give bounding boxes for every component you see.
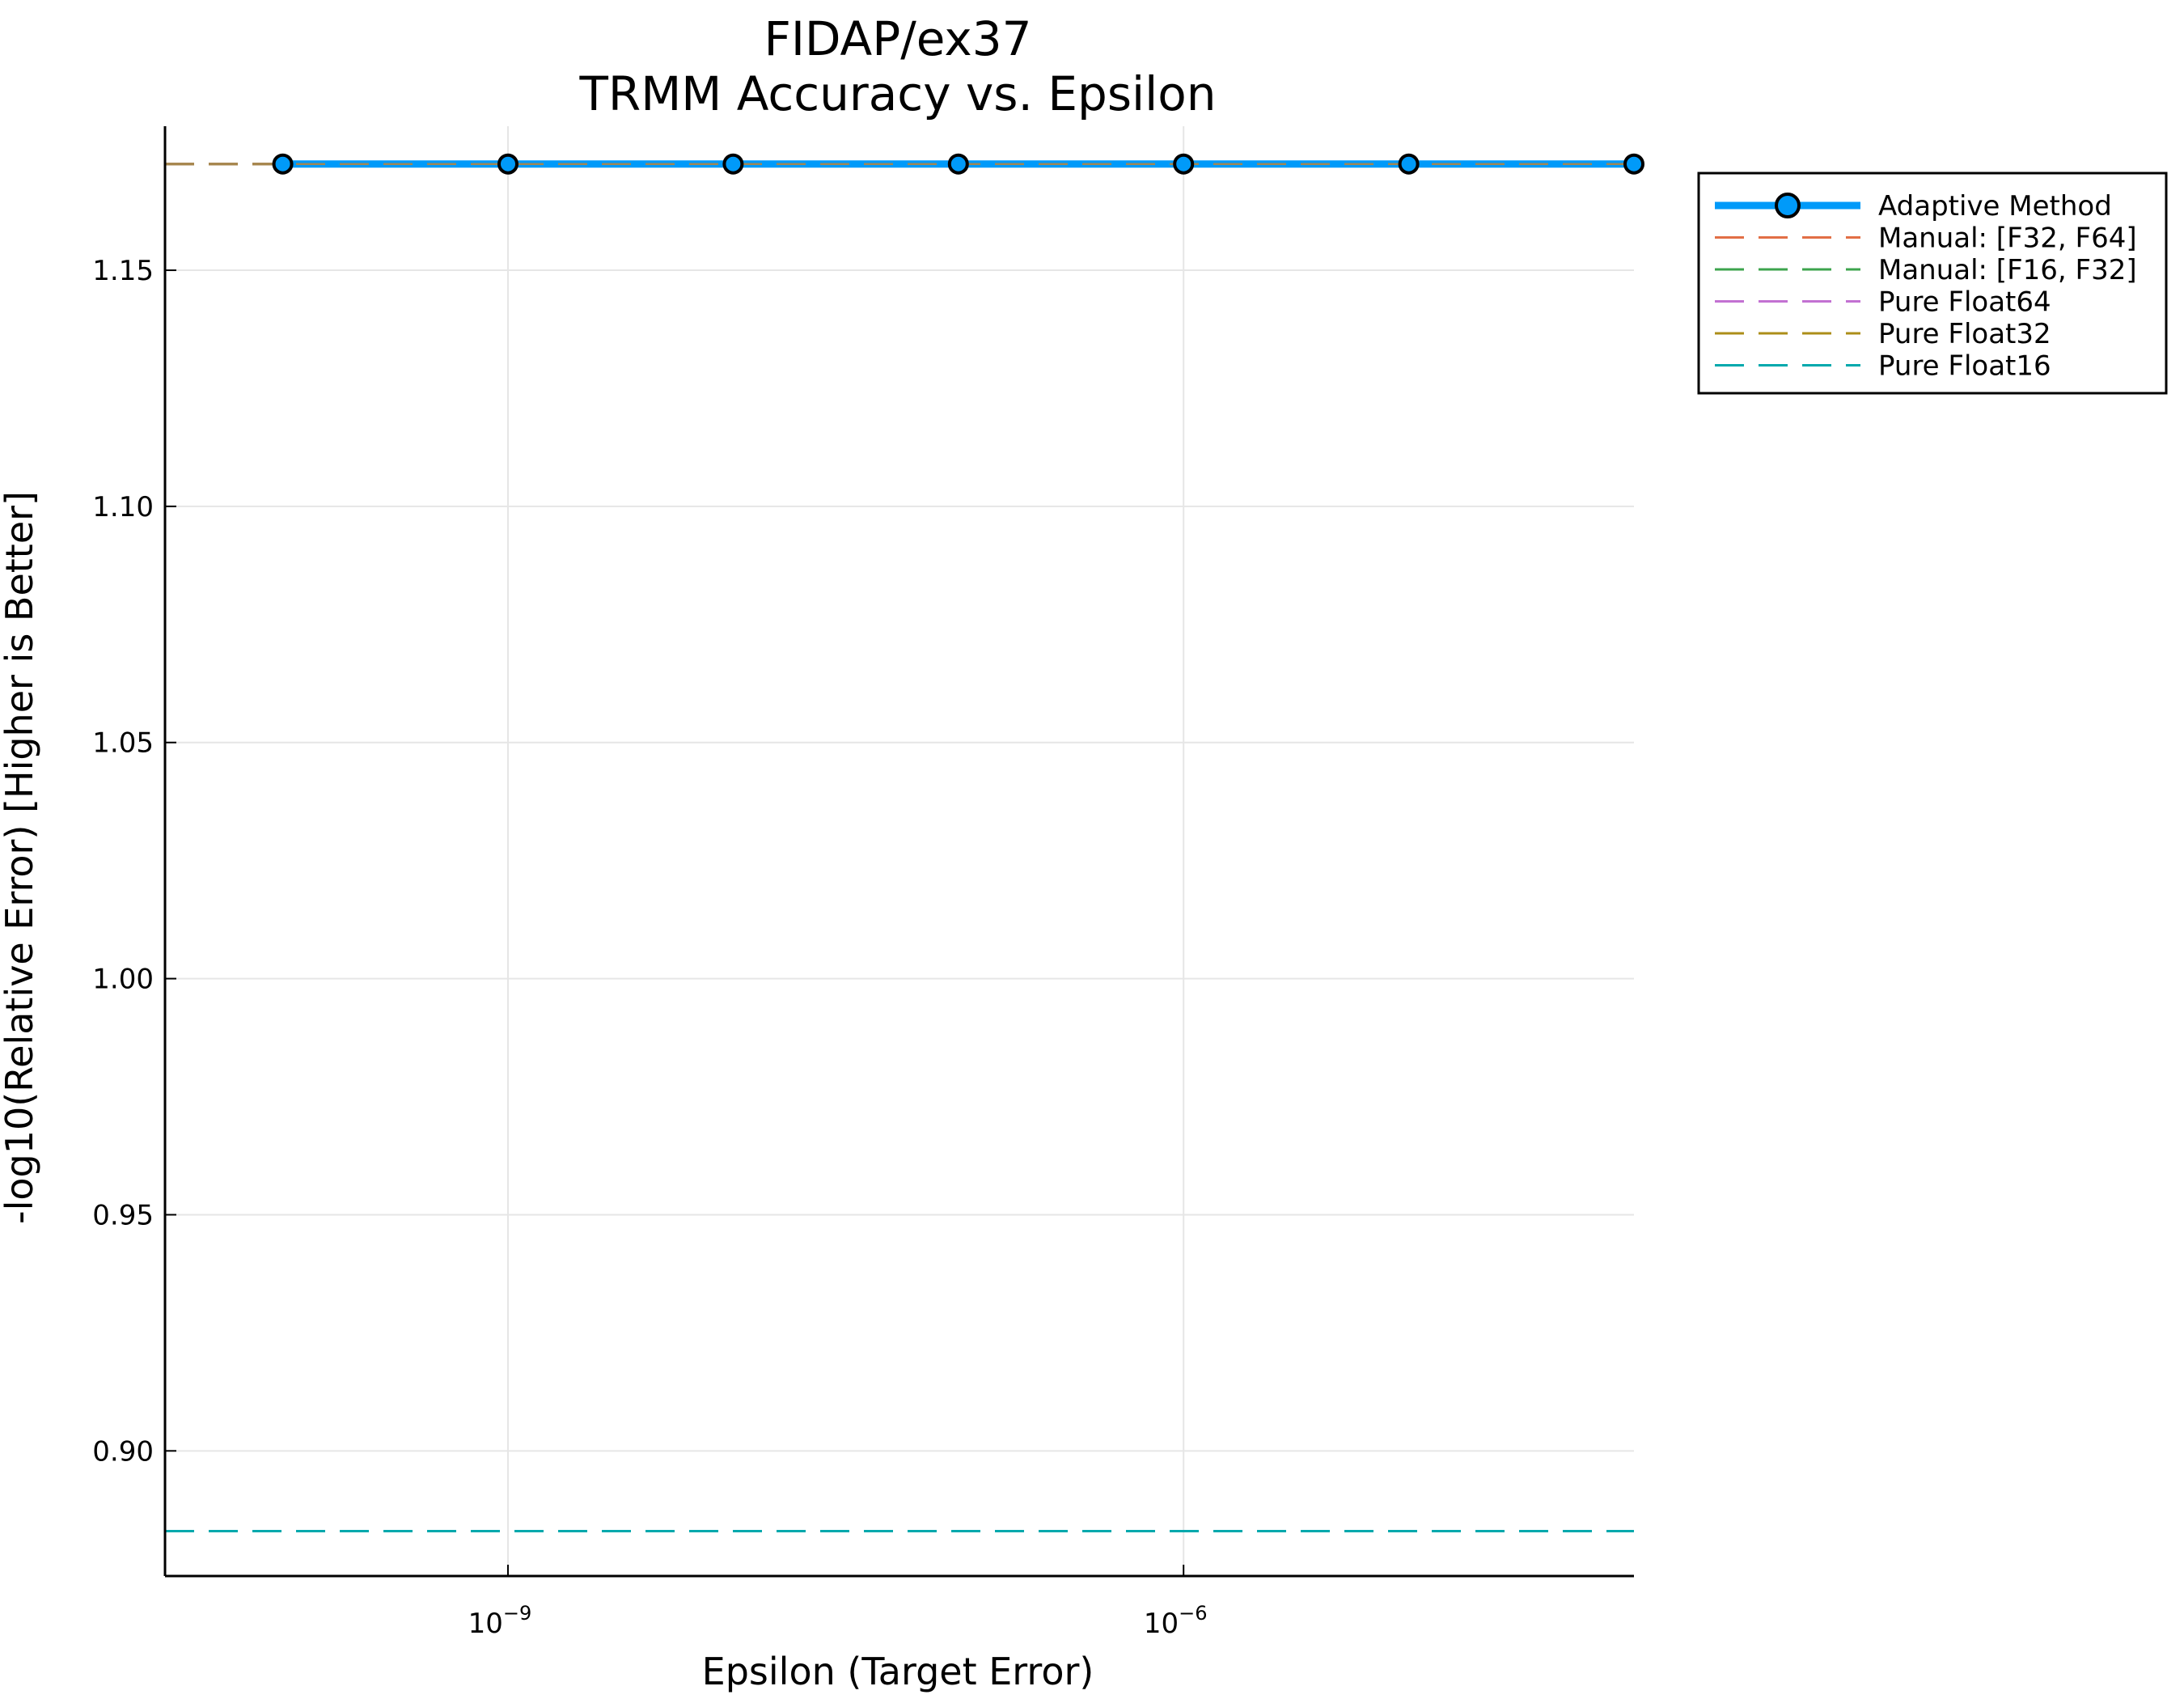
chart-subtitle: TRMM Accuracy vs. Epsilon — [578, 66, 1216, 121]
y-tick-label: 1.10 — [92, 491, 154, 523]
legend-swatch-marker — [1775, 193, 1801, 218]
x-axis-label: Epsilon (Target Error) — [702, 1650, 1094, 1693]
y-tick-label: 0.90 — [92, 1435, 154, 1468]
legend-label: Manual: [F32, F64] — [1878, 222, 2137, 255]
x-tick-base: 10 — [468, 1608, 503, 1640]
legend-label: Pure Float16 — [1878, 350, 2051, 383]
x-tick-label: 10−9 — [468, 1602, 532, 1640]
y-tick-label: 1.05 — [92, 727, 154, 760]
adaptive-method-point — [722, 153, 744, 175]
legend-label: Adaptive Method — [1878, 190, 2112, 222]
y-tick-label: 1.00 — [92, 964, 154, 996]
grid — [165, 126, 1634, 1576]
y-axis-label: -log10(Relative Error) [Higher is Better… — [0, 491, 41, 1224]
series-markers — [272, 153, 1644, 175]
adaptive-method-point — [497, 153, 518, 175]
legend-label: Manual: [F16, F32] — [1878, 254, 2137, 286]
axes — [163, 126, 1634, 1578]
series-lines — [165, 160, 1634, 1533]
adaptive-method-point — [947, 153, 969, 175]
x-tick-exponent: −6 — [1179, 1602, 1207, 1625]
x-tick-base: 10 — [1144, 1608, 1179, 1640]
y-tick-label: 1.15 — [92, 255, 154, 287]
adaptive-method-point — [272, 153, 294, 175]
legend-label: Pure Float64 — [1878, 286, 2051, 319]
legend-label: Pure Float32 — [1878, 318, 2051, 350]
adaptive-method-point — [1623, 153, 1644, 175]
x-tick-exponent: −9 — [503, 1602, 531, 1625]
x-tick-label: 10−6 — [1144, 1602, 1208, 1640]
adaptive-method-point — [1398, 153, 1420, 175]
chart-title: FIDAP/ex37 — [764, 11, 1031, 66]
y-tick-label: 0.95 — [92, 1199, 154, 1231]
adaptive-method-point — [1173, 153, 1195, 175]
